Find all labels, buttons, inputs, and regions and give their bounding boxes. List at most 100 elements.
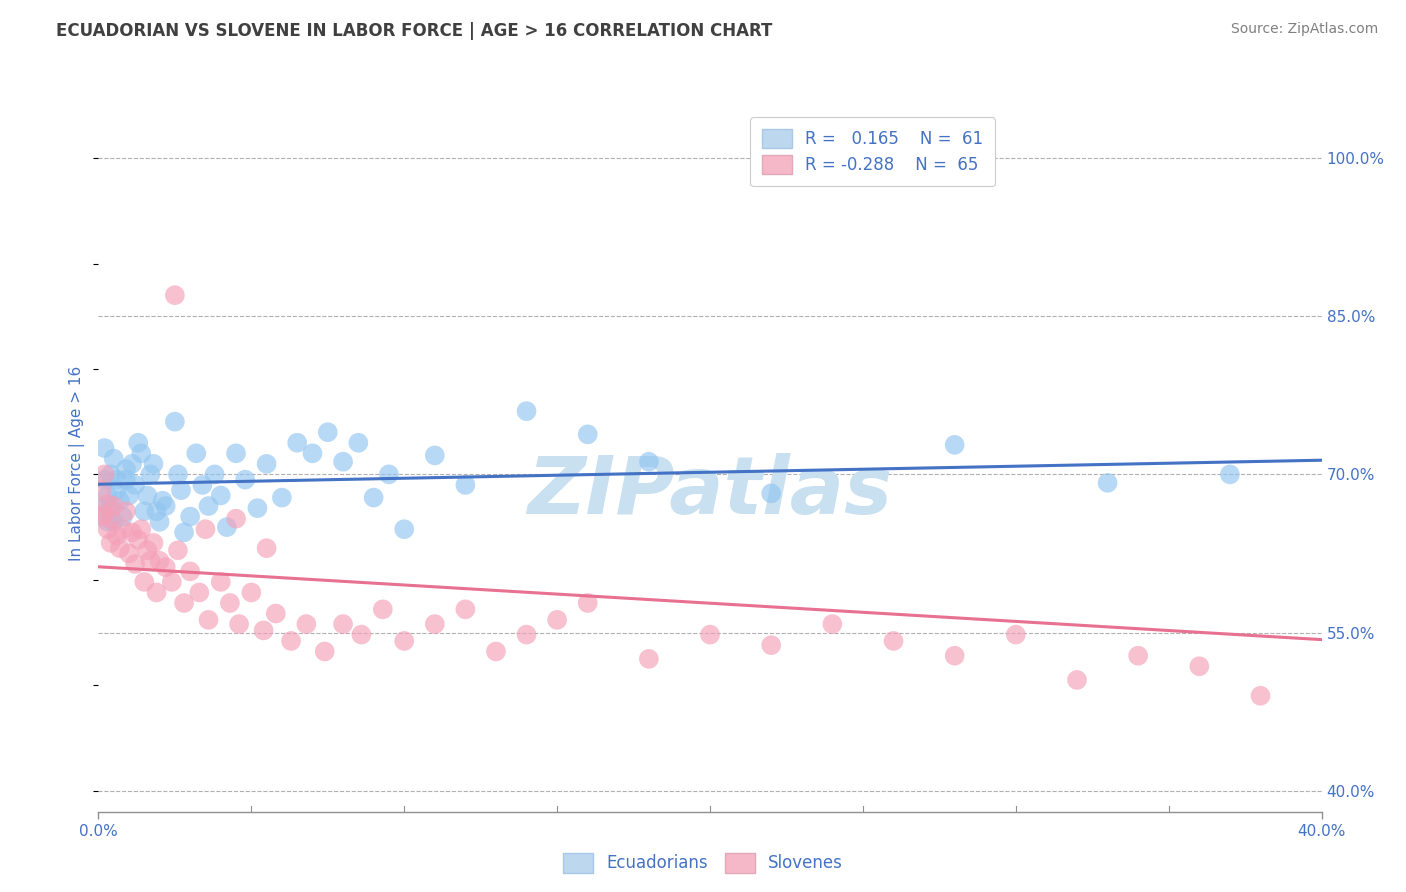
Point — [1097, 475, 1119, 490]
Point — [105, 473, 128, 487]
Point — [188, 585, 211, 599]
Point — [516, 627, 538, 641]
Point — [149, 554, 172, 568]
Legend: R =   0.165    N =  61, R = -0.288    N =  65: R = 0.165 N = 61, R = -0.288 N = 65 — [751, 118, 995, 186]
Point — [108, 541, 131, 556]
Point — [186, 446, 208, 460]
Point — [155, 499, 177, 513]
Point — [142, 457, 165, 471]
Point — [516, 404, 538, 418]
Point — [134, 504, 156, 518]
Point — [103, 515, 125, 529]
Point — [204, 467, 226, 482]
Point — [103, 499, 125, 513]
Point — [100, 536, 122, 550]
Point — [246, 501, 269, 516]
Point — [295, 617, 318, 632]
Point — [173, 596, 195, 610]
Point — [1188, 659, 1211, 673]
Point — [883, 634, 905, 648]
Point — [637, 455, 661, 469]
Point — [105, 528, 128, 542]
Point — [1219, 467, 1241, 482]
Point — [209, 488, 232, 502]
Point — [264, 607, 287, 621]
Point — [485, 644, 508, 658]
Point — [197, 499, 219, 513]
Point — [943, 648, 966, 663]
Point — [240, 585, 263, 599]
Point — [103, 451, 125, 466]
Legend: Ecuadorians, Slovenes: Ecuadorians, Slovenes — [557, 847, 849, 880]
Point — [163, 415, 186, 429]
Point — [378, 467, 401, 482]
Point — [115, 462, 138, 476]
Point — [167, 543, 190, 558]
Point — [576, 427, 599, 442]
Point — [215, 520, 238, 534]
Point — [363, 491, 385, 505]
Point — [1128, 648, 1150, 663]
Point — [252, 624, 274, 638]
Point — [699, 627, 721, 641]
Point — [1066, 673, 1088, 687]
Point — [173, 525, 195, 540]
Point — [637, 652, 661, 666]
Point — [149, 515, 172, 529]
Point — [943, 438, 966, 452]
Point — [136, 488, 159, 502]
Text: ZIPatlas: ZIPatlas — [527, 452, 893, 531]
Point — [124, 478, 146, 492]
Point — [134, 574, 156, 589]
Point — [423, 617, 446, 632]
Point — [118, 546, 141, 560]
Point — [97, 497, 120, 511]
Point — [129, 522, 152, 536]
Point — [209, 574, 232, 589]
Point — [350, 627, 373, 641]
Point — [111, 522, 134, 536]
Point — [90, 509, 112, 524]
Point — [316, 425, 339, 440]
Y-axis label: In Labor Force | Age > 16: In Labor Force | Age > 16 — [69, 367, 86, 561]
Point — [136, 543, 159, 558]
Point — [371, 602, 394, 616]
Point — [347, 435, 370, 450]
Point — [145, 504, 167, 518]
Point — [454, 602, 477, 616]
Point — [454, 478, 477, 492]
Text: Source: ZipAtlas.com: Source: ZipAtlas.com — [1230, 22, 1378, 37]
Point — [111, 509, 134, 524]
Point — [115, 473, 138, 487]
Point — [97, 515, 120, 529]
Point — [167, 467, 190, 482]
Point — [108, 493, 131, 508]
Point — [127, 533, 149, 547]
Point — [219, 596, 242, 610]
Point — [256, 541, 278, 556]
Point — [93, 467, 115, 482]
Point — [1249, 689, 1271, 703]
Point — [759, 638, 782, 652]
Point — [576, 596, 599, 610]
Point — [115, 504, 138, 518]
Point — [100, 511, 122, 525]
Point — [392, 634, 416, 648]
Point — [1004, 627, 1026, 641]
Point — [233, 473, 256, 487]
Point — [93, 441, 115, 455]
Point — [145, 585, 167, 599]
Point — [121, 525, 143, 540]
Point — [225, 446, 247, 460]
Point — [423, 449, 446, 463]
Point — [392, 522, 416, 536]
Point — [546, 613, 568, 627]
Point — [759, 486, 782, 500]
Point — [129, 446, 152, 460]
Point — [225, 511, 247, 525]
Point — [118, 488, 141, 502]
Point — [139, 467, 162, 482]
Point — [124, 557, 146, 571]
Point — [100, 499, 122, 513]
Point — [191, 478, 214, 492]
